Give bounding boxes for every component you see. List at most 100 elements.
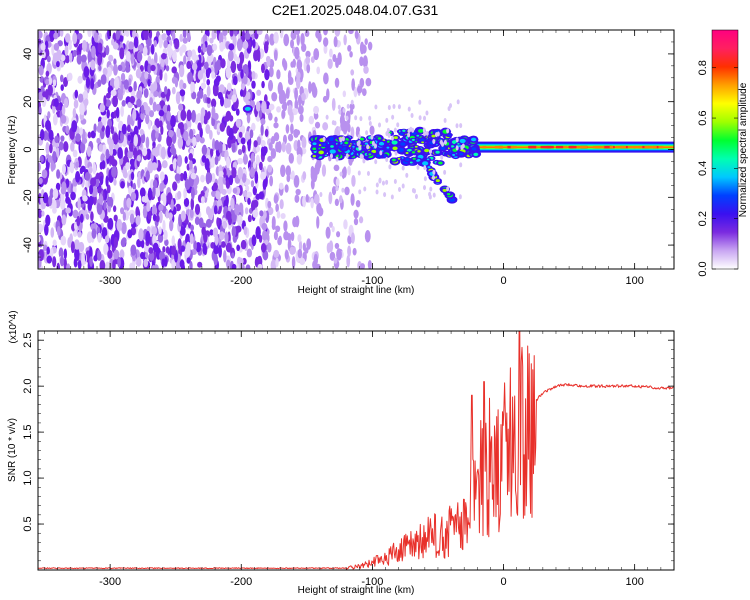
spectrogram-speckle [191, 91, 197, 100]
spectrogram-speckle [317, 206, 324, 217]
spectrogram-speckle [344, 186, 350, 196]
spectrogram-speckle [347, 123, 351, 133]
spectrogram-speckle [236, 38, 243, 52]
turbulence-blob [328, 137, 335, 142]
turbulence-blob [435, 150, 440, 154]
spectrogram-speckle [299, 113, 304, 123]
spectrogram-speckle [273, 249, 280, 258]
spectrogram-speckle [147, 79, 151, 87]
spectrogram-speckle [305, 194, 309, 203]
spectrogram-speckle [97, 79, 102, 88]
spectrogram-speckle [151, 162, 158, 171]
spectrogram-speckle [79, 102, 85, 116]
spectrogram-speckle [41, 50, 46, 59]
spectrogram-speckle [225, 242, 232, 253]
spectrogram-speckle [41, 169, 48, 179]
spectrogram-speckle [79, 213, 84, 224]
spectrogram-speckle [275, 225, 281, 233]
spectrogram-speckle [199, 88, 204, 99]
spectrogram-speckle-faint [388, 164, 392, 170]
spectrogram-speckle [203, 61, 209, 70]
spectrogram-speckle [132, 30, 136, 39]
turbulence-blob [416, 134, 420, 137]
spectrogram-speckle [287, 76, 294, 86]
spectrogram-speckle-faint [446, 186, 450, 192]
carrier-peak [482, 145, 487, 149]
spectrogram-speckle-faint [418, 99, 422, 105]
snr-x-tick-label: 100 [625, 576, 643, 588]
spectrogram-speckle [218, 244, 222, 258]
snr-y-axis-label: SNR (10 * v/v) [7, 418, 18, 482]
spectrogram-speckle [135, 68, 142, 79]
turbulence-blob [359, 137, 365, 141]
spectrogram-speckle [64, 33, 71, 43]
spectrogram-speckle-faint [410, 113, 414, 119]
spectrogram-speckle [237, 149, 243, 156]
spectrogram-speckle [56, 147, 60, 159]
spectrogram-speckle-faint [359, 116, 363, 122]
spectrogram-speckle [150, 64, 156, 72]
spectrogram-speckle-faint [333, 120, 337, 126]
spectrogram-speckle-faint [396, 122, 400, 128]
spectrogram-speckle-faint [354, 115, 358, 121]
spectrogram-speckle [147, 187, 153, 201]
spectrogram-speckle [356, 85, 363, 94]
spectrogram-speckle [240, 137, 246, 145]
spectrogram-speckle [66, 263, 71, 269]
spectrogram-speckle [280, 212, 286, 219]
spectrogram-speckle [297, 234, 302, 243]
spectrogram-speckle [47, 84, 53, 96]
spectrogram-speckle [47, 155, 53, 163]
spectrogram-speckle [51, 43, 55, 56]
spectrogram-speckle [76, 215, 81, 227]
turbulence-blob [368, 153, 372, 156]
spectrogram-speckle [54, 135, 59, 144]
spectrogram-speckle [315, 30, 321, 39]
spectrogram-speckle [218, 170, 224, 177]
spectrogram-speckle [79, 127, 83, 136]
spectrogram-speckle-faint [374, 159, 378, 165]
spectrogram-speckle [70, 191, 76, 201]
carrier-peak [615, 145, 626, 149]
spectrogram-speckle [151, 129, 157, 143]
spectrogram-speckle [44, 88, 49, 100]
spectrogram-speckle [285, 124, 290, 134]
spectrogram-speckle [112, 259, 116, 269]
spectrogram-speckle [158, 203, 164, 212]
spectrogram-speckle [248, 30, 254, 35]
spectrogram-speckle [55, 182, 61, 191]
spectrogram-speckle [266, 59, 271, 67]
spectrogram-speckle [260, 123, 264, 136]
spectrogram-speckle [300, 92, 306, 102]
spectrogram-speckle [251, 80, 256, 89]
spectrogram-speckle [133, 36, 139, 49]
spectrogram-speckle [327, 58, 333, 70]
spectrogram-speckle [305, 56, 311, 65]
carrier-peak [556, 145, 564, 149]
spectrogram-speckle [334, 30, 341, 37]
spectrogram-speckle [113, 143, 120, 152]
spectrogram-speckle [71, 120, 78, 133]
spectrogram-speckle [351, 175, 356, 187]
spectrogram-speckle [106, 196, 112, 207]
spectrogram-speckle [117, 147, 123, 159]
spectrogram-speckle [110, 125, 114, 135]
spectrogram-speckle [61, 104, 66, 116]
spectrogram-speckle [74, 247, 80, 261]
spectrogram-speckle [241, 144, 246, 154]
spectrogram-speckle [107, 217, 114, 230]
spectrogram-speckle [80, 165, 86, 173]
spectrogram-speckle [136, 90, 143, 100]
turbulence-blob [422, 161, 429, 166]
spectrogram-speckle [145, 136, 150, 149]
spectrogram-speckle [244, 131, 251, 142]
spectrogram-speckle [110, 89, 117, 97]
spectrogram-speckle [160, 57, 165, 68]
spectrogram-speckle [69, 233, 73, 244]
spectrogram-speckle [301, 43, 307, 53]
spectrogram-speckle [223, 115, 230, 122]
spectrogram-speckle [268, 103, 275, 111]
spectrogram-speckle [313, 48, 320, 61]
spectrogram-speckle [262, 179, 267, 191]
spectrogram-speckle [112, 42, 119, 50]
